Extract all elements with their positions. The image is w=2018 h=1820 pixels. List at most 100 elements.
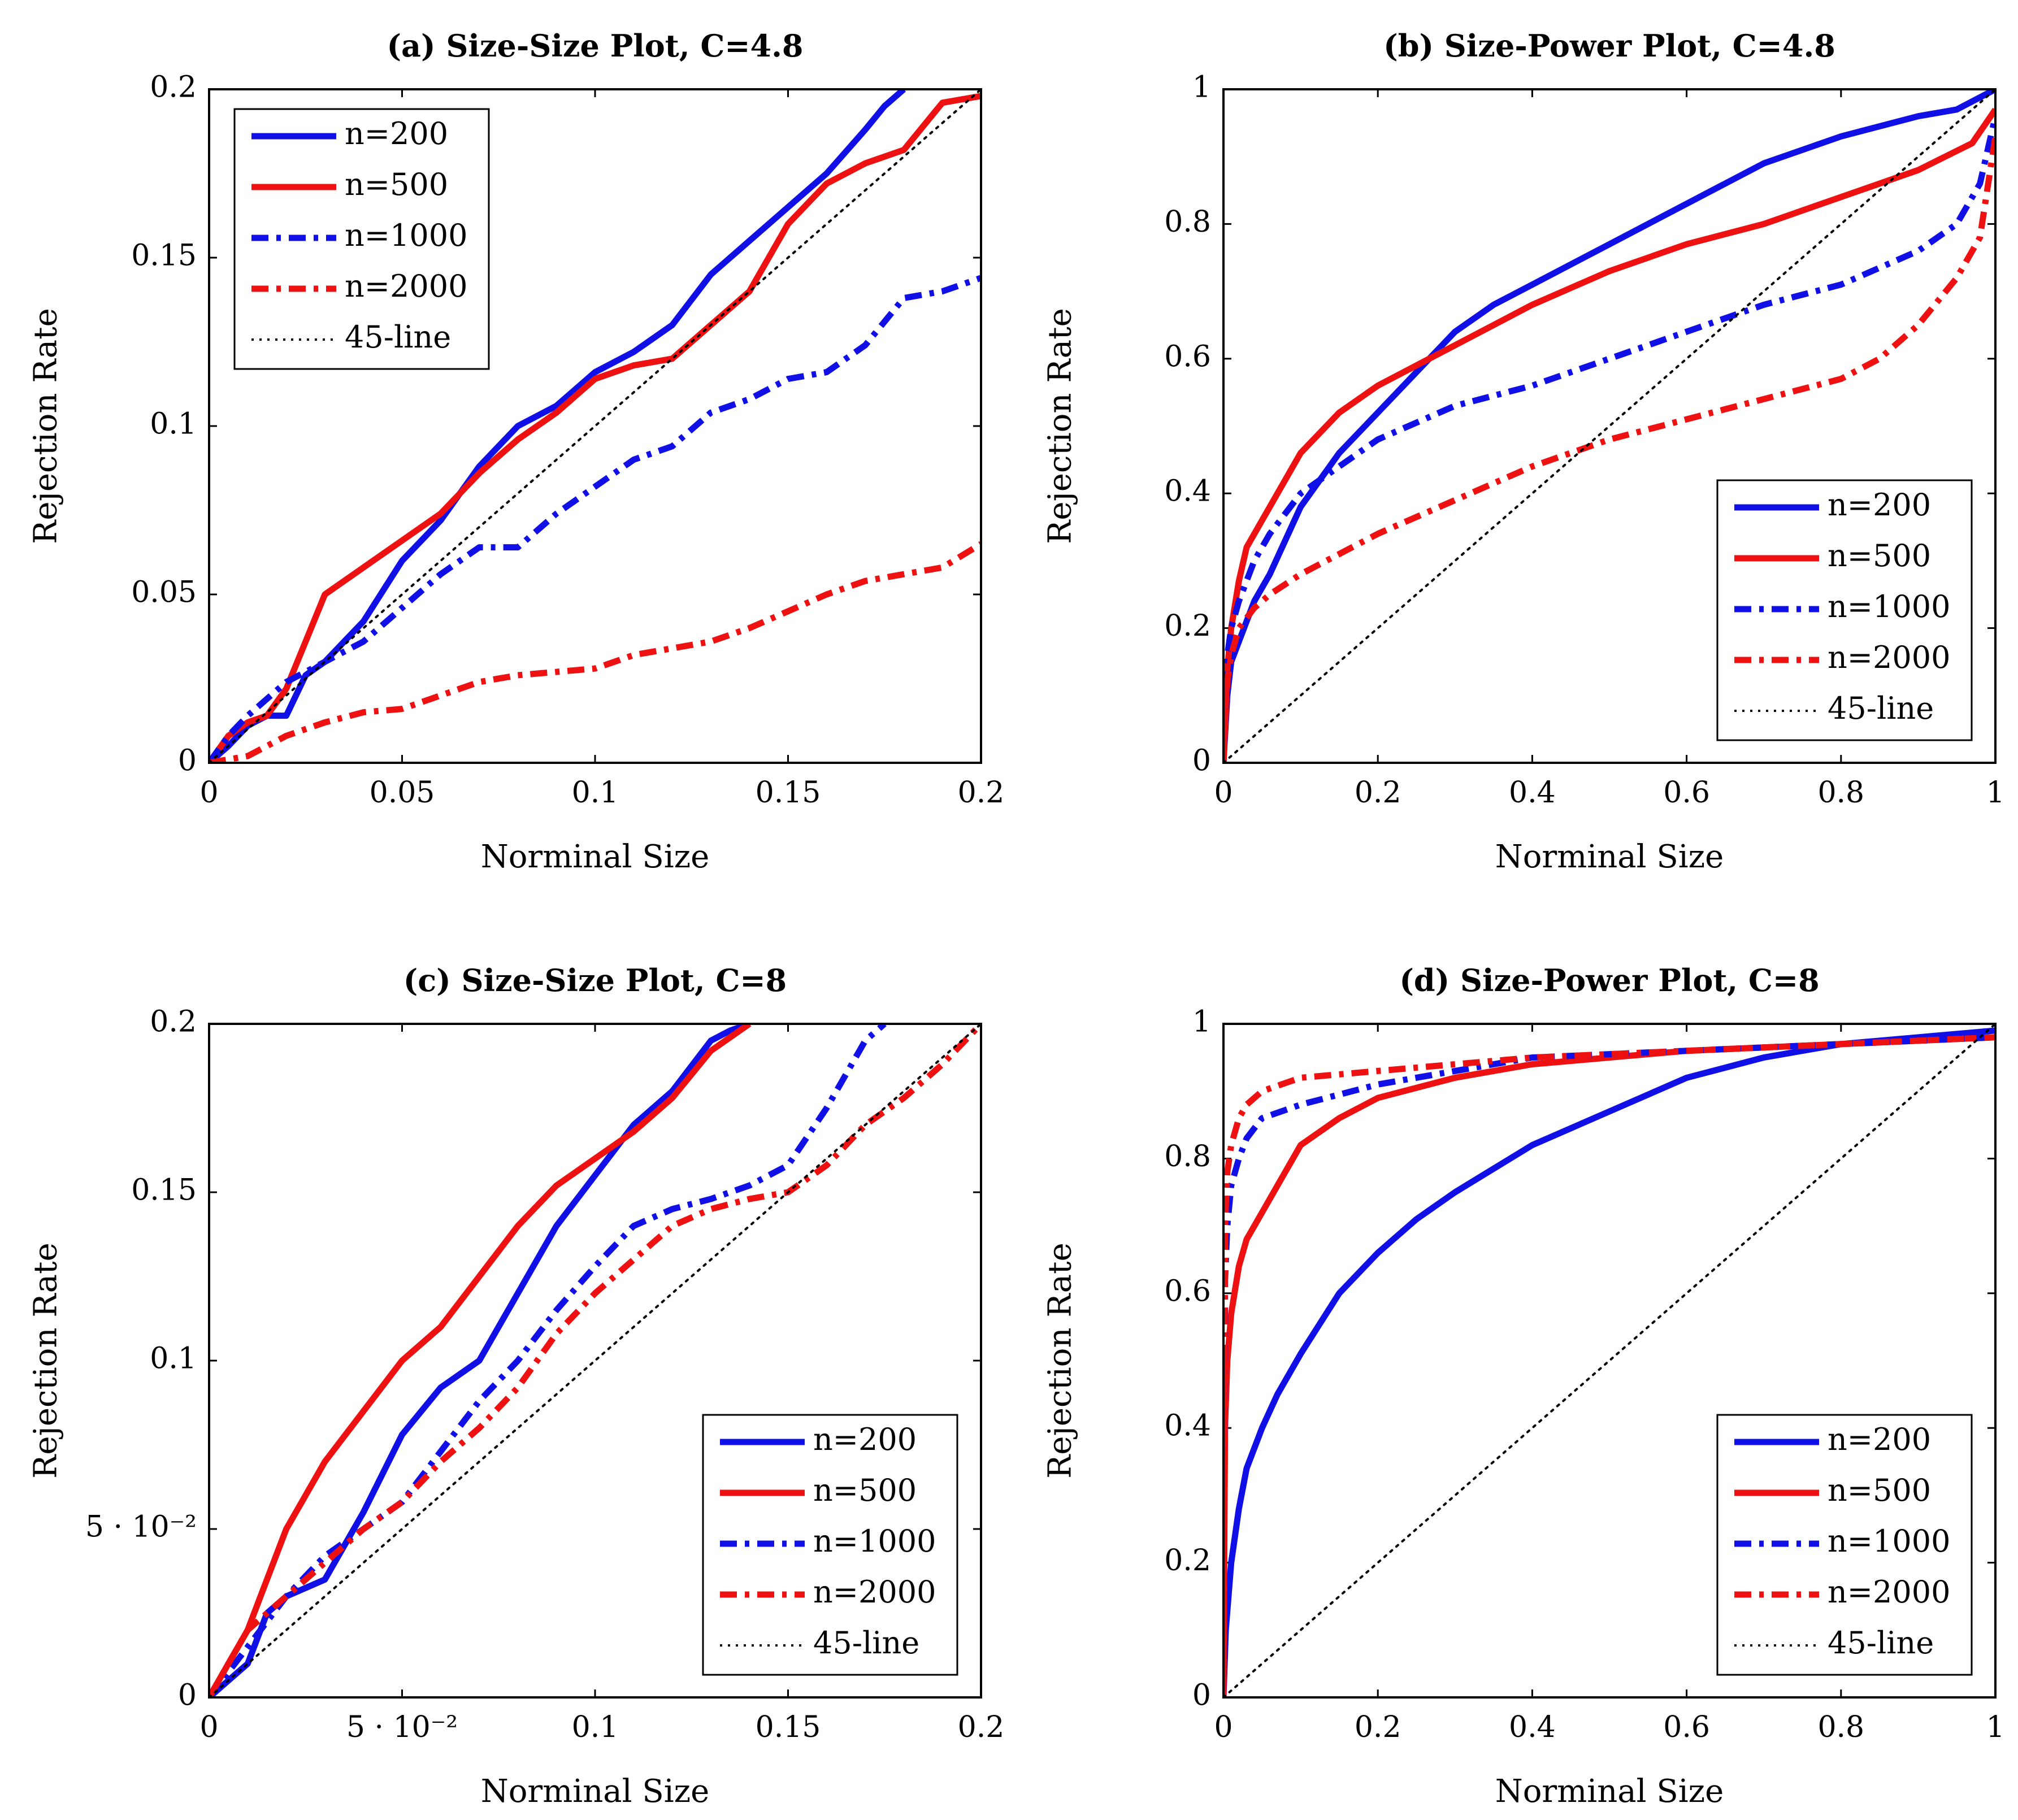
series-group [1223,89,1995,763]
legend-label: n=500 [345,167,448,202]
chart-title: (a) Size-Size Plot, C=4.8 [387,28,803,64]
y-tick-label: 0.15 [131,1174,197,1207]
y-tick-label: 5 · 10⁻² [85,1510,197,1544]
series-line-n-2000 [1223,136,1995,763]
series-line-n-200 [209,1024,751,1697]
y-tick-label: 0.4 [1164,475,1211,509]
legend-label: n=200 [345,116,448,151]
series-line-n-1000 [1223,115,1995,763]
series-line-n-2000 [1223,1034,1995,1697]
y-tick-label: 0.2 [150,71,197,105]
legend-label: n=500 [1828,1472,1931,1508]
legend-label: n=1000 [345,218,467,253]
series-line-n-500 [209,1024,752,1697]
x-tick-label: 5 · 10⁻² [346,1710,458,1744]
legend-label: n=200 [813,1422,917,1457]
series-line-n-200 [209,89,906,763]
x-tick-label: 0.8 [1817,776,1864,810]
legend: n=200 n=500 n=1000 n=2000 45-line [1716,1414,1973,1676]
legend-label: 45-line [345,319,451,355]
chart-title: (c) Size-Size Plot, C=8 [403,962,787,998]
legend-label: n=1000 [1828,1523,1950,1559]
x-axis-label: Norminal Size [481,839,710,875]
x-tick-label: 0 [199,1710,218,1744]
y-axis-label: Rejection Rate [1042,1243,1079,1479]
legend-label: 45-line [813,1625,919,1661]
series-line-n-500 [1223,1034,1995,1697]
y-tick-label: 0.2 [1164,609,1211,643]
panel-b: (b) Size-Power Plot, C=4.8 Norminal Size R… [1042,28,2005,875]
x-tick-label: 0.2 [1355,776,1401,810]
series-line-n-1000 [209,1024,887,1697]
panel-c: (c) Size-Size Plot, C=8 Norminal Size Reje… [28,962,1005,1810]
chart-title: (b) Size-Power Plot, C=4.8 [1383,28,1835,64]
x-tick-label: 0 [199,776,218,810]
legend-label: n=500 [1828,538,1931,574]
y-tick-label: 0.1 [150,407,197,441]
x-tick-label: 0.15 [756,776,821,810]
series-line-n-500 [209,93,981,763]
plot-frame [1222,1023,1997,1699]
y-tick-label: 0.8 [1164,205,1211,239]
y-tick-label: 0.4 [1164,1409,1211,1443]
x-tick-label: 0.2 [958,776,1005,810]
legend-label: 45-line [1828,1625,1934,1661]
x-axis-label: Norminal Size [1495,839,1724,875]
y-tick-label: 0.6 [1164,340,1211,373]
series-line-n-500 [1223,107,1995,763]
legend-label: n=500 [813,1472,917,1508]
series-line-45-line [1223,89,1995,763]
x-tick-label: 0.6 [1663,776,1710,810]
series-line-n-200 [1223,1027,1995,1697]
series-line-n-200 [1223,89,1995,763]
x-tick-label: 0.1 [572,776,619,810]
x-tick-label: 0.2 [1355,1710,1401,1744]
plot-frame [208,88,982,764]
series-line-45-line [209,1024,981,1697]
x-tick-label: 0.8 [1817,1710,1864,1744]
x-tick-label: 0 [1214,776,1233,810]
legend-label: n=1000 [813,1523,936,1559]
legend-label: n=200 [1828,487,1931,523]
x-tick-label: 0 [1214,1710,1233,1744]
series-line-n-2000 [209,1024,981,1697]
panel-a: (a) Size-Size Plot, C=4.8 Norminal Size Re… [28,28,1005,875]
y-axis-label: Rejection Rate [28,1243,64,1479]
x-tick-label: 0.1 [572,1710,619,1744]
legend-label: n=2000 [1828,640,1950,675]
y-tick-label: 0 [1192,1679,1211,1713]
y-tick-label: 0 [178,744,197,778]
x-tick-label: 0.4 [1509,776,1556,810]
legend-label: n=1000 [1828,589,1950,624]
y-tick-label: 0.05 [131,576,197,610]
legend-label: 45-line [1828,690,1934,726]
y-axis-label: Rejection Rate [28,308,64,544]
legend-label: n=2000 [813,1574,936,1610]
y-tick-label: 0.1 [150,1342,197,1376]
plot-frame [208,1023,982,1699]
x-tick-label: 0.4 [1509,1710,1556,1744]
series-line-n-1000 [1223,1034,1995,1697]
x-tick-label: 0.15 [756,1710,821,1744]
x-tick-label: 0.6 [1663,1710,1710,1744]
plot-frame [1222,88,1997,764]
series-line-45-line [209,89,981,763]
y-tick-label: 0 [1192,744,1211,778]
y-tick-label: 1 [1192,71,1211,105]
series-line-45-line [1223,1024,1995,1697]
x-tick-label: 1 [1986,776,2004,810]
y-axis-label: Rejection Rate [1042,308,1079,544]
y-tick-label: 0.8 [1164,1140,1211,1174]
series-group [209,1024,981,1697]
legend-label: n=2000 [345,268,467,304]
series-line-n-1000 [209,275,981,763]
legend-label: n=2000 [1828,1574,1950,1610]
series-group [209,89,981,763]
legend-label: n=200 [1828,1422,1931,1457]
series-line-n-2000 [209,541,981,763]
panel-d: (d) Size-Power Plot, C=8 Norminal Size Rej… [1042,962,2005,1810]
x-axis-label: Norminal Size [481,1773,710,1810]
legend: n=200 n=500 n=1000 n=2000 45-line [1716,479,1973,741]
series-group [1223,1024,1995,1697]
